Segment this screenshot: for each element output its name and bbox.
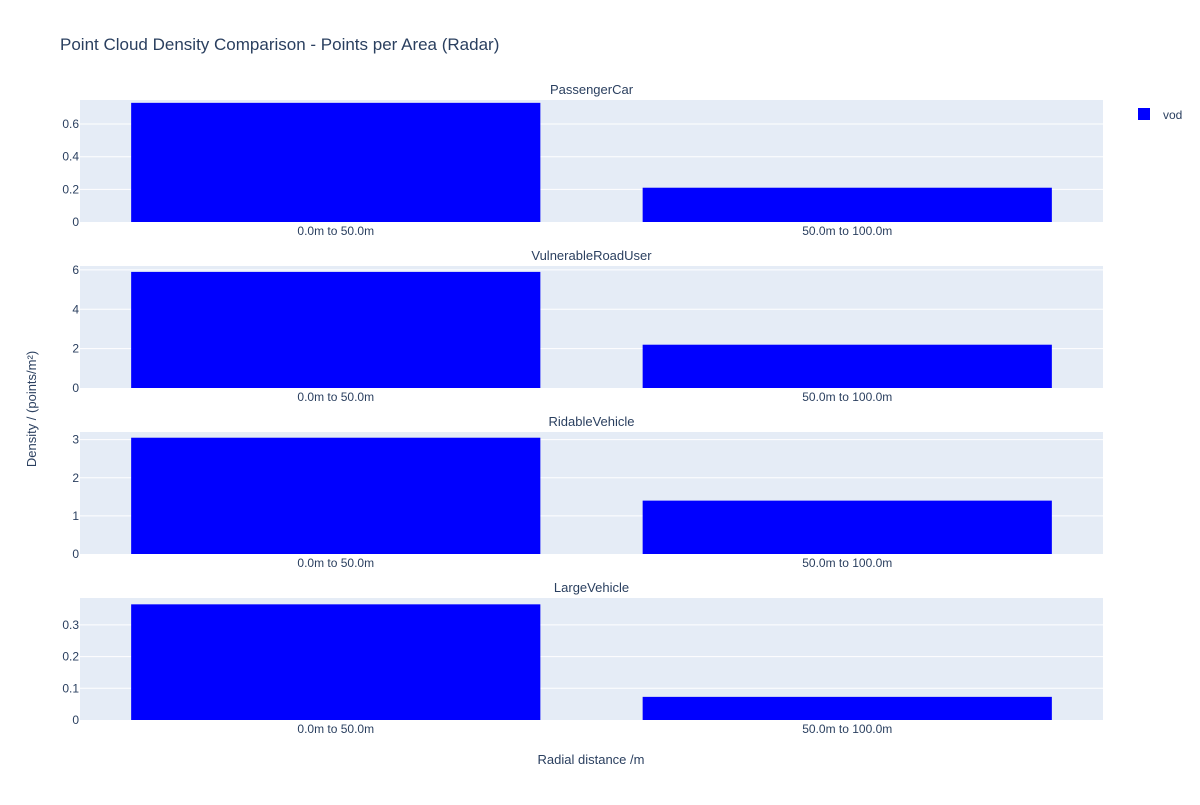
y-tick-label: 0.3 [62, 618, 79, 632]
x-tick-label: 0.0m to 50.0m [297, 224, 374, 238]
subplot-largevehicle: 0 0.1 0.2 0.3 0.0m to 50.0m 50.0m to 100.0m La… [62, 580, 1103, 736]
x-tick-label: 50.0m to 100.0m [802, 390, 892, 404]
bar-largevehicle-0 [131, 604, 541, 720]
legend[interactable]: vod [1138, 108, 1182, 122]
x-tick-label: 0.0m to 50.0m [297, 722, 374, 736]
subplot-title: VulnerableRoadUser [531, 248, 652, 263]
x-tick-label: 50.0m to 100.0m [802, 556, 892, 570]
y-tick-label: 0.2 [62, 182, 79, 196]
subplot-ridablevehicle: 0 1 2 3 0.0m to 50.0m 50.0m to 100.0m RidableV… [72, 414, 1103, 570]
x-tick-label: 50.0m to 100.0m [802, 722, 892, 736]
subplot-passengercar: 0 0.2 0.4 0.6 0.0m to 50.0m 50.0m to 100.0m Pa… [62, 82, 1103, 238]
subplot-title: PassengerCar [550, 82, 634, 97]
y-axis-label: Density / (points/m²) [24, 351, 39, 467]
y-tick-label: 2 [72, 342, 79, 356]
y-tick-label: 6 [72, 263, 79, 277]
bar-vulnerableroaduser-1 [642, 344, 1052, 388]
legend-label-vod: vod [1163, 108, 1182, 122]
chart-title: Point Cloud Density Comparison - Points … [60, 35, 499, 54]
y-tick-label: 0 [72, 713, 79, 727]
x-tick-label: 0.0m to 50.0m [297, 556, 374, 570]
y-tick-label: 0 [72, 547, 79, 561]
x-tick-label: 0.0m to 50.0m [297, 390, 374, 404]
y-tick-label: 0.2 [62, 650, 79, 664]
subplots: 0 0.2 0.4 0.6 0.0m to 50.0m 50.0m to 100.0m Pa… [62, 82, 1103, 736]
x-axis-label: Radial distance /m [538, 752, 645, 767]
y-tick-label: 0 [72, 381, 79, 395]
bar-ridablevehicle-0 [131, 437, 541, 554]
bar-largevehicle-1 [642, 696, 1052, 720]
y-tick-label: 0 [72, 215, 79, 229]
y-tick-label: 4 [72, 302, 79, 316]
bar-passengercar-1 [642, 187, 1052, 222]
bar-ridablevehicle-1 [642, 500, 1052, 554]
y-tick-label: 0.4 [62, 150, 79, 164]
subplot-title: LargeVehicle [554, 580, 629, 595]
bar-vulnerableroaduser-0 [131, 271, 541, 388]
bar-passengercar-0 [131, 102, 541, 222]
y-tick-label: 1 [72, 509, 79, 523]
y-tick-label: 0.1 [62, 681, 79, 695]
y-tick-label: 3 [72, 433, 79, 447]
subplot-title: RidableVehicle [548, 414, 634, 429]
subplot-vulnerableroaduser: 0 2 4 6 0.0m to 50.0m 50.0m to 100.0m Vulnerab… [72, 248, 1103, 404]
legend-swatch-vod [1138, 108, 1150, 120]
x-tick-label: 50.0m to 100.0m [802, 224, 892, 238]
y-tick-label: 0.6 [62, 117, 79, 131]
y-tick-label: 2 [72, 471, 79, 485]
